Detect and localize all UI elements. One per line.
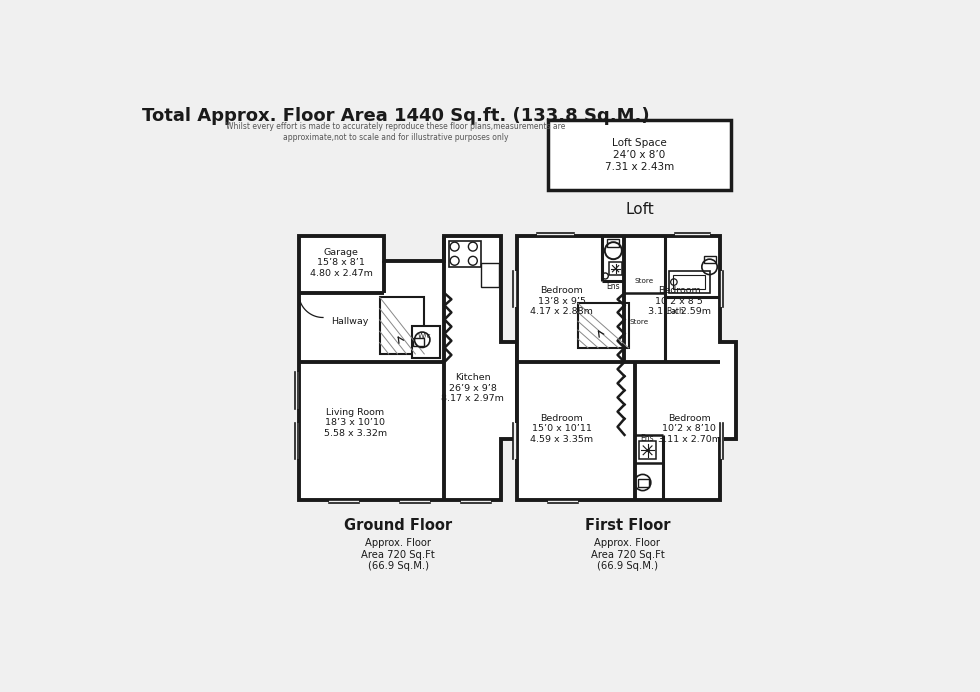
Bar: [705, 256, 715, 263]
Bar: [400, 500, 430, 504]
Polygon shape: [517, 237, 736, 500]
Polygon shape: [299, 237, 517, 500]
Bar: [669, 271, 710, 293]
Bar: [719, 423, 724, 459]
Text: Bath: Bath: [666, 307, 684, 316]
Bar: [548, 500, 578, 504]
Text: Approx. Floor
Area 720 Sq.Ft
(66.9 Sq.M.): Approx. Floor Area 720 Sq.Ft (66.9 Sq.M.…: [591, 538, 664, 571]
Text: Ens: Ens: [607, 282, 620, 291]
Text: W/c: W/c: [417, 333, 431, 338]
Bar: [513, 271, 517, 307]
Bar: [548, 120, 731, 190]
Text: Store: Store: [634, 278, 654, 284]
Bar: [610, 262, 622, 275]
Bar: [481, 263, 499, 287]
Text: Total Approx. Floor Area 1440 Sq.ft. (133.8 Sq.M.): Total Approx. Floor Area 1440 Sq.ft. (13…: [142, 107, 650, 125]
Text: Ground Floor: Ground Floor: [344, 518, 453, 533]
Bar: [513, 423, 517, 459]
Text: Bedroom
10’2 x 8’5
3.11 x 2.59m: Bedroom 10’2 x 8’5 3.11 x 2.59m: [648, 286, 710, 316]
Bar: [675, 233, 710, 237]
Bar: [638, 480, 649, 486]
Text: Ens: Ens: [640, 435, 654, 444]
Bar: [294, 372, 299, 408]
Bar: [379, 298, 424, 354]
Text: Bedroom
10’2 x 8’10
3.11 x 2.70m: Bedroom 10’2 x 8’10 3.11 x 2.70m: [658, 414, 720, 444]
Text: Kitchen
26’9 x 9’8
8.17 x 2.97m: Kitchen 26’9 x 9’8 8.17 x 2.97m: [441, 374, 505, 403]
Bar: [719, 271, 724, 307]
Bar: [673, 275, 706, 289]
Bar: [578, 303, 628, 348]
Text: Whilst every effort is made to accurately reproduce these floor plans,measuremen: Whilst every effort is made to accuratel…: [226, 122, 565, 142]
Text: Living Room
18’3 x 10’10
5.58 x 3.32m: Living Room 18’3 x 10’10 5.58 x 3.32m: [323, 408, 387, 437]
Bar: [449, 241, 481, 267]
Text: Store: Store: [629, 318, 649, 325]
Text: Bedroom
15’0 x 10’11
4.59 x 3.35m: Bedroom 15’0 x 10’11 4.59 x 3.35m: [530, 414, 593, 444]
Text: Hallway: Hallway: [330, 317, 368, 326]
Text: Bedroom
13’8 x 9’5
4.17 x 2.88m: Bedroom 13’8 x 9’5 4.17 x 2.88m: [530, 286, 593, 316]
Bar: [608, 239, 619, 246]
Bar: [413, 326, 440, 358]
Bar: [414, 338, 424, 346]
Bar: [329, 500, 360, 504]
Text: Garage
15’8 x 8’1
4.80 x 2.47m: Garage 15’8 x 8’1 4.80 x 2.47m: [310, 248, 372, 277]
Text: First Floor: First Floor: [585, 518, 670, 533]
Bar: [294, 423, 299, 459]
Text: Approx. Floor
Area 720 Sq.Ft
(66.9 Sq.M.): Approx. Floor Area 720 Sq.Ft (66.9 Sq.M.…: [362, 538, 435, 571]
Bar: [537, 233, 574, 237]
Text: Loft: Loft: [625, 202, 654, 217]
Bar: [639, 441, 657, 459]
Text: Loft Space
24’0 x 8’0
7.31 x 2.43m: Loft Space 24’0 x 8’0 7.31 x 2.43m: [605, 138, 674, 172]
Bar: [461, 500, 491, 504]
